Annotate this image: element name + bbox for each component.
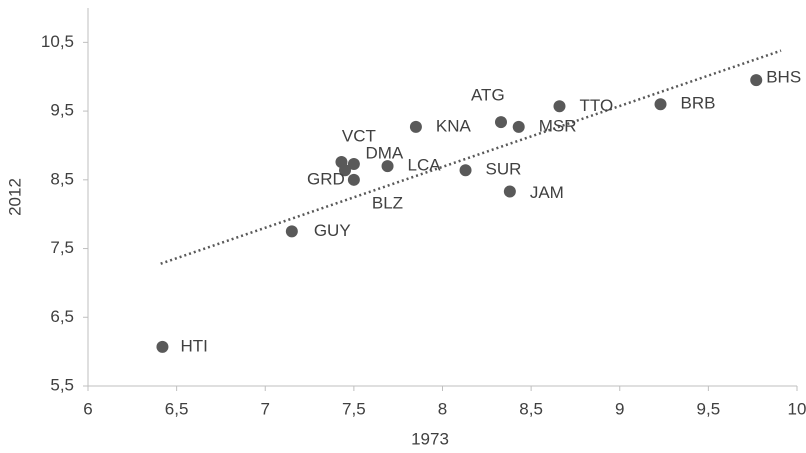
point-label: TTO: [579, 96, 613, 115]
x-tick-label: 9,5: [697, 399, 721, 418]
point-label: GUY: [314, 221, 351, 240]
y-tick-label: 5,5: [50, 375, 74, 394]
point-label: DMA: [365, 143, 403, 162]
y-tick-label: 10,5: [41, 32, 74, 51]
y-axis-title: 2012: [5, 178, 24, 216]
point: [347, 173, 360, 186]
point-label: GRD: [307, 170, 345, 189]
x-tick-label: 7,5: [342, 399, 366, 418]
point: [750, 74, 763, 87]
point: [156, 340, 169, 353]
point-label: BHS: [766, 68, 801, 87]
point: [654, 98, 667, 111]
x-tick-label: 6: [83, 399, 92, 418]
point-label: HTI: [180, 336, 207, 355]
point-label: MSR: [539, 116, 577, 135]
y-tick-label: 9,5: [50, 101, 74, 120]
y-tick-label: 6,5: [50, 307, 74, 326]
point: [347, 158, 360, 171]
trendline: [160, 49, 782, 265]
x-tick-label: 8: [438, 399, 447, 418]
point-label: BLZ: [372, 193, 403, 212]
x-axis-title: 1973: [411, 429, 449, 448]
point: [553, 100, 566, 113]
point: [459, 164, 472, 177]
point: [285, 225, 298, 238]
x-tick-label: 7: [261, 399, 270, 418]
point: [339, 164, 352, 177]
point: [381, 160, 394, 173]
point-label: SUR: [486, 160, 522, 179]
point-label: JAM: [530, 183, 564, 202]
point: [512, 120, 525, 133]
point: [503, 185, 516, 198]
point-label: VCT: [342, 126, 376, 145]
x-tick-label: 10: [788, 399, 806, 418]
point-label: ATG: [471, 86, 505, 105]
x-tick-label: 9: [615, 399, 624, 418]
point: [494, 116, 507, 129]
x-tick-label: 8,5: [519, 399, 543, 418]
point: [409, 120, 422, 133]
point-label: BRB: [681, 94, 716, 113]
x-tick-label: 6,5: [165, 399, 189, 418]
y-tick-label: 7,5: [50, 238, 74, 257]
point-label: KNA: [436, 116, 472, 135]
point-label: LCA: [408, 156, 442, 175]
y-tick-label: 8,5: [50, 169, 74, 188]
